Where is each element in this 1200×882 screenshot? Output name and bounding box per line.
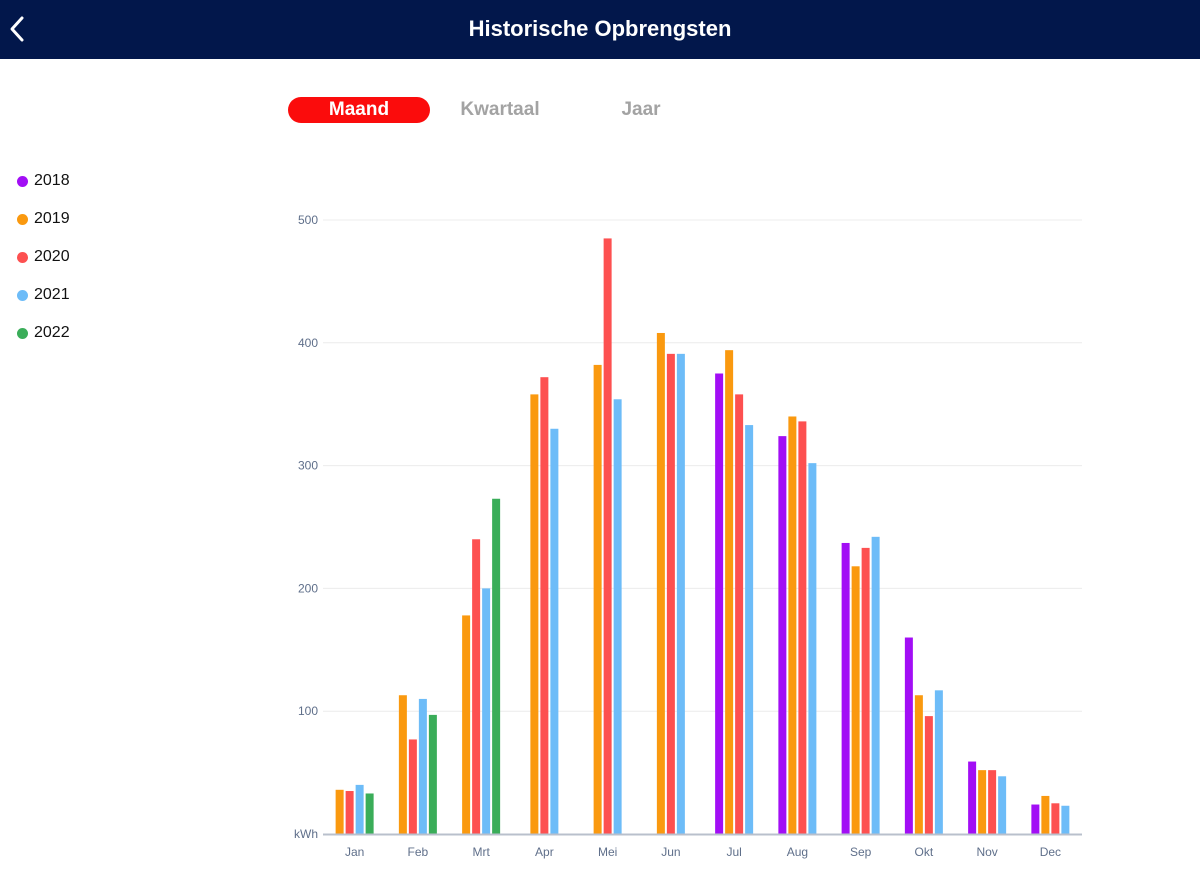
bar-2021-Jan[interactable] [355, 784, 364, 834]
bar-2020-Okt[interactable] [924, 716, 933, 834]
tab-kwartaal[interactable]: Kwartaal [460, 99, 540, 120]
bar-2020-Apr[interactable] [540, 377, 549, 834]
bar-2020-Jan[interactable] [345, 791, 354, 834]
legend-dot-2019 [17, 214, 28, 225]
legend-dot-2020 [17, 252, 28, 263]
bar-2019-Jul[interactable] [725, 350, 734, 834]
x-tick-label: Jan [345, 845, 364, 859]
bar-2021-Sep[interactable] [871, 536, 880, 834]
bar-2019-Apr[interactable] [530, 394, 539, 834]
x-tick-label: Feb [408, 845, 429, 859]
bar-2019-Feb[interactable] [398, 695, 407, 834]
bar-2019-Jun[interactable] [656, 332, 665, 834]
x-tick-label: Jul [726, 845, 741, 859]
x-tick-label: Okt [915, 845, 934, 859]
bar-2018-Dec[interactable] [1031, 804, 1040, 834]
back-button[interactable] [4, 12, 34, 46]
bar-2019-Sep[interactable] [851, 566, 860, 834]
chevron-left-icon [10, 16, 24, 42]
bar-2021-Okt[interactable] [934, 690, 943, 834]
bar-2019-Aug[interactable] [788, 416, 797, 834]
bar-2021-Jun[interactable] [676, 353, 685, 834]
legend-dot-2018 [17, 176, 28, 187]
bar-2020-Jul[interactable] [735, 394, 744, 834]
x-tick-label: Aug [787, 845, 808, 859]
x-tick-label: Sep [850, 845, 872, 859]
bar-2021-Mrt[interactable] [482, 588, 491, 834]
bar-2022-Jan[interactable] [365, 793, 374, 834]
y-tick-label: 400 [298, 336, 318, 350]
bar-2021-Mei[interactable] [613, 399, 622, 834]
x-tick-label: Jun [661, 845, 680, 859]
bar-2021-Nov[interactable] [998, 776, 1007, 834]
y-tick-label: 200 [298, 581, 318, 595]
bar-2021-Jul[interactable] [745, 425, 754, 834]
tab-maand[interactable]: Maand [288, 97, 430, 123]
legend-label: 2021 [34, 286, 70, 303]
nav-bar: Historische Opbrengsten [0, 0, 1200, 59]
bar-2018-Sep[interactable] [841, 542, 850, 834]
y-tick-label: 100 [298, 704, 318, 718]
bar-2022-Feb[interactable] [428, 714, 437, 834]
x-tick-label: Nov [976, 845, 997, 859]
bar-2019-Dec[interactable] [1041, 795, 1050, 834]
bar-2020-Jun[interactable] [666, 353, 675, 834]
x-tick-label: Mrt [472, 845, 490, 859]
legend-dot-2021 [17, 290, 28, 301]
bar-2020-Aug[interactable] [798, 421, 807, 834]
bar-2018-Jul[interactable] [715, 373, 724, 835]
bar-2021-Dec[interactable] [1061, 805, 1070, 834]
bar-2020-Mrt[interactable] [472, 539, 481, 834]
legend-label: 2018 [34, 172, 70, 189]
bar-2021-Aug[interactable] [808, 463, 817, 834]
bar-2020-Sep[interactable] [861, 547, 870, 834]
bar-2021-Feb[interactable] [418, 698, 427, 834]
y-tick-label: 300 [298, 459, 318, 473]
bar-2019-Jan[interactable] [335, 789, 344, 834]
x-tick-label: Mei [598, 845, 617, 859]
bar-2020-Nov[interactable] [988, 770, 997, 834]
bar-2019-Nov[interactable] [978, 770, 987, 834]
bar-2019-Mei[interactable] [593, 364, 602, 834]
x-tick-label: Apr [535, 845, 554, 859]
bar-2020-Dec[interactable] [1051, 803, 1060, 834]
legend-label: 2020 [34, 248, 70, 265]
bar-2021-Apr[interactable] [550, 428, 559, 834]
bar-2022-Mrt[interactable] [492, 498, 501, 834]
page-title: Historische Opbrengsten [468, 16, 732, 41]
bar-2018-Nov[interactable] [968, 761, 977, 834]
y-tick-label: 500 [298, 213, 318, 227]
bar-2019-Okt[interactable] [914, 695, 923, 834]
bar-2018-Okt[interactable] [904, 637, 913, 834]
legend-label: 2019 [34, 210, 70, 227]
bar-2020-Feb[interactable] [408, 739, 417, 834]
legend-dot-2022 [17, 328, 28, 339]
x-tick-label: Dec [1040, 845, 1061, 859]
bar-2019-Mrt[interactable] [462, 615, 471, 834]
y-axis-unit-label: kWh [294, 827, 318, 841]
legend-label: 2022 [34, 324, 70, 341]
bar-2018-Aug[interactable] [778, 436, 787, 834]
tab-jaar[interactable]: Jaar [621, 99, 661, 120]
bar-2020-Mei[interactable] [603, 238, 612, 835]
